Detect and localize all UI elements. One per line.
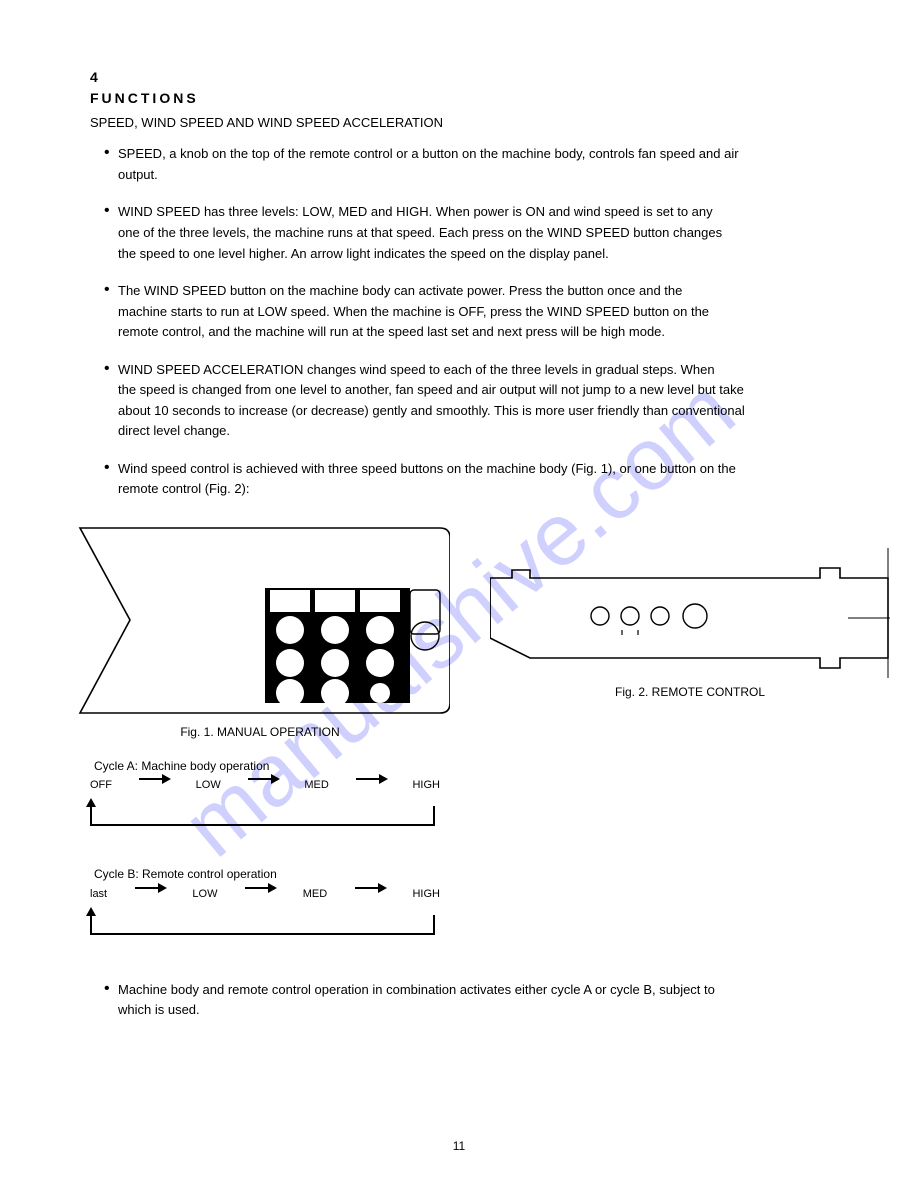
list-item: WIND SPEED ACCELERATION changes wind spe… (104, 361, 828, 440)
flow-item: HIGH (412, 887, 440, 902)
manual-panel-svg (70, 518, 450, 718)
loop-line (433, 915, 435, 935)
list-item: The WIND SPEED button on the machine bod… (104, 282, 828, 341)
arrow-right-icon (135, 887, 165, 889)
section-title: FUNCTIONS (90, 89, 828, 108)
flow-item: last (90, 887, 107, 902)
flow-item: LOW (192, 887, 217, 902)
flow-item: MED (303, 887, 327, 902)
footnote-list: Machine body and remote control operatio… (90, 981, 828, 1019)
list-item: Machine body and remote control operatio… (104, 981, 828, 1019)
fig2-label: Fig. 2. REMOTE CONTROL (490, 684, 890, 700)
text-line: remote control, and the machine will run… (118, 323, 828, 341)
diagram-manual: Fig. 1. MANUAL OPERATION (70, 518, 450, 740)
flow-item: OFF (90, 778, 112, 793)
fig1-label: Fig. 1. MANUAL OPERATION (70, 724, 450, 740)
flow-a-row: OFF LOW MED HIGH (90, 778, 440, 826)
flow-item: MED (304, 778, 328, 793)
section-subtitle: SPEED, WIND SPEED AND WIND SPEED ACCELER… (90, 114, 828, 132)
text-line: WIND SPEED ACCELERATION changes wind spe… (118, 361, 828, 379)
list-item: Wind speed control is achieved with thre… (104, 460, 828, 498)
list-item: WIND SPEED has three levels: LOW, MED an… (104, 203, 828, 262)
section-number: 4 (90, 68, 828, 87)
arrow-right-icon (356, 778, 386, 780)
page-content: 4 FUNCTIONS SPEED, WIND SPEED AND WIND S… (0, 0, 918, 1079)
text-line: SPEED, a knob on the top of the remote c… (118, 145, 828, 163)
arrow-right-icon (245, 887, 275, 889)
arrow-right-icon (139, 778, 169, 780)
flow-cycle-a: Cycle A: Machine body operation OFF LOW … (90, 758, 828, 826)
arrow-up-icon (90, 909, 92, 935)
loop-line (433, 806, 435, 826)
text-line: remote control (Fig. 2): (118, 480, 828, 498)
flow-b-label: Cycle B: Remote control operation (94, 866, 828, 882)
text-line: WIND SPEED has three levels: LOW, MED an… (118, 203, 828, 221)
text-line: Wind speed control is achieved with thre… (118, 460, 828, 478)
diagram-row: Fig. 1. MANUAL OPERATION Fig. 2. REMOTE … (70, 518, 828, 740)
diagram-remote: Fig. 2. REMOTE CONTROL (490, 518, 890, 700)
arrow-up-icon (90, 800, 92, 826)
flow-cycle-b: Cycle B: Remote control operation last L… (90, 866, 828, 934)
text-line: the speed to one level higher. An arrow … (118, 245, 828, 263)
text-line: about 10 seconds to increase (or decreas… (118, 402, 828, 420)
flow-b-row: last LOW MED HIGH (90, 887, 440, 935)
arrow-right-icon (248, 778, 278, 780)
text-line: output. (118, 166, 828, 184)
bullet-list: SPEED, a knob on the top of the remote c… (90, 145, 828, 498)
arrow-right-icon (355, 887, 385, 889)
loop-line (90, 824, 435, 826)
flow-item: HIGH (412, 778, 440, 793)
text-line: Machine body and remote control operatio… (118, 981, 828, 999)
flow-a-label: Cycle A: Machine body operation (94, 758, 828, 774)
text-line: which is used. (118, 1001, 828, 1019)
text-line: The WIND SPEED button on the machine bod… (118, 282, 828, 300)
loop-line (90, 933, 435, 935)
text-line: machine starts to run at LOW speed. When… (118, 303, 828, 321)
text-line: the speed is changed from one level to a… (118, 381, 828, 399)
list-item: SPEED, a knob on the top of the remote c… (104, 145, 828, 183)
flow-item: LOW (196, 778, 221, 793)
page-number: 11 (453, 1138, 465, 1154)
remote-svg (490, 538, 890, 678)
text-line: direct level change. (118, 422, 828, 440)
text-line: one of the three levels, the machine run… (118, 224, 828, 242)
